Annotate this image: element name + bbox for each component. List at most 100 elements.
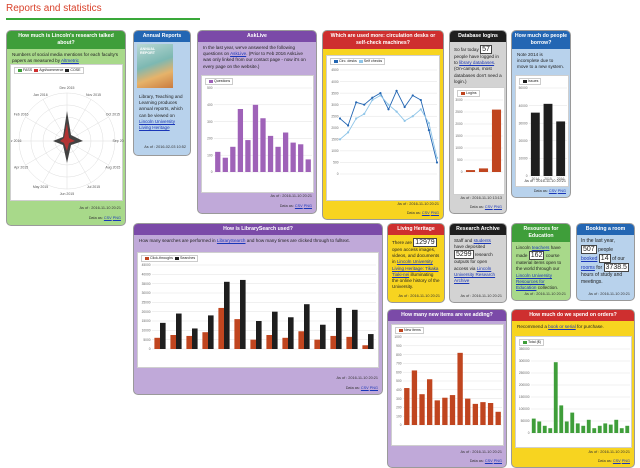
data-point xyxy=(387,108,390,111)
data-point xyxy=(403,105,406,109)
bar xyxy=(215,151,221,172)
bar xyxy=(305,159,311,172)
bar xyxy=(434,400,440,425)
radar-axis-label: Jun 2015 xyxy=(60,192,74,196)
bar xyxy=(267,135,274,172)
bar xyxy=(298,144,304,172)
bar xyxy=(495,411,501,425)
bar xyxy=(478,168,489,172)
rooms-link[interactable]: rooms xyxy=(581,264,595,271)
csv-link[interactable]: CSV xyxy=(484,458,493,463)
asklive-link[interactable]: AskLive xyxy=(230,51,247,57)
radar-series-agri xyxy=(60,123,75,151)
booked-link[interactable]: booked xyxy=(581,255,598,262)
items-source: Data as: CSV PNG xyxy=(470,459,502,464)
library-databases-link[interactable]: library databases xyxy=(459,60,495,66)
teachers-link[interactable]: teachers xyxy=(531,245,550,251)
items-card: How many new items are we adding? New it… xyxy=(387,309,507,468)
y-tick-label: 50000 xyxy=(519,86,528,90)
bar xyxy=(222,157,228,172)
annual-asof: As of : 2016-02-03 10:52 xyxy=(144,144,186,149)
grid: 4500 4000 3500 3000 2500 2000 1500 1000 500 0 xyxy=(331,68,437,176)
data-point xyxy=(371,98,374,102)
data-point xyxy=(395,89,398,92)
annual-card: Annual Reports ANNUAL REPORT Library, Te… xyxy=(133,30,191,156)
png-link[interactable]: PNG xyxy=(557,188,566,193)
png-link[interactable]: PNG xyxy=(493,204,502,209)
y-tick-label: 500 xyxy=(333,161,339,165)
csv-link[interactable]: CSV xyxy=(360,385,369,390)
png-link[interactable]: PNG xyxy=(303,203,312,208)
librarysearch-link[interactable]: LibrarySearch xyxy=(216,238,246,244)
bar xyxy=(250,339,256,349)
borrow-card: How much do people borrow? Note 2014 is … xyxy=(511,30,571,198)
y-tick-label: 700 xyxy=(396,362,402,366)
heritage-text-a: There are xyxy=(392,240,412,246)
png-link[interactable]: PNG xyxy=(493,458,502,463)
y-tick-label: 4500 xyxy=(331,68,338,72)
bar xyxy=(266,335,272,349)
data-point xyxy=(387,103,390,106)
csv-link[interactable]: CSV xyxy=(294,203,303,208)
rooms-count: 14 xyxy=(598,253,611,263)
asklive-source: Data as: CSV PNG xyxy=(280,204,312,209)
legend-cose: COSE xyxy=(70,68,81,72)
booking-text-d: for xyxy=(596,264,603,271)
y-tick-label: 150000 xyxy=(519,395,530,399)
csv-link[interactable]: CSV xyxy=(103,215,112,220)
book-serial-link[interactable]: book or serial xyxy=(548,324,576,330)
y-tick-label: 2500 xyxy=(331,114,338,118)
y-tick-label: 0 xyxy=(461,170,463,174)
research-card: How much is Lincoln's research talked ab… xyxy=(6,30,126,226)
y-tick-label: 250000 xyxy=(519,371,530,375)
csv-link[interactable]: CSV xyxy=(421,210,430,215)
csv-link[interactable]: CSV xyxy=(484,204,493,209)
y-tick-label: 300000 xyxy=(519,359,530,363)
radar-axis-label: Jan 2016 xyxy=(33,93,47,97)
bar xyxy=(449,395,456,425)
radar-axis-label: Nov 2015 xyxy=(86,93,101,97)
bar xyxy=(608,424,613,433)
asklive-asof: As of : 2016-11-10 20:21 xyxy=(270,193,312,198)
bar xyxy=(282,337,288,349)
source-prefix: Data as: xyxy=(533,188,548,193)
altmetric-link[interactable]: Altmetric xyxy=(61,58,79,64)
png-link[interactable]: PNG xyxy=(112,215,121,220)
education-card: Resources for Education Lincoln teachers… xyxy=(511,223,571,301)
annual-cover-image[interactable]: ANNUAL REPORT xyxy=(137,44,173,88)
source-prefix: Data as: xyxy=(88,215,103,220)
database-legend: Logins xyxy=(457,90,480,97)
bar xyxy=(581,425,586,433)
living-heritage-link[interactable]: Lincoln University Living Heritage xyxy=(139,118,175,130)
png-link[interactable]: PNG xyxy=(369,385,378,390)
research-asof: As of : 2016-11-10 20:21 xyxy=(79,205,121,210)
booking-title: Booking a room xyxy=(577,224,634,236)
students-link[interactable]: students xyxy=(473,238,491,244)
grid: 3000 2500 2000 1500 1000 500 0 xyxy=(455,98,503,174)
png-link[interactable]: PNG xyxy=(621,458,630,463)
archive-text-c: research outputs for open access via xyxy=(454,252,493,271)
csv-link[interactable]: CSV xyxy=(612,458,621,463)
csv-link[interactable]: CSV xyxy=(548,188,557,193)
archive-asof: As of : 2016-11-10 20:21 xyxy=(460,293,502,298)
education-collection-link[interactable]: Lincoln University Resources for Educati… xyxy=(516,272,552,290)
source-prefix: Data as: xyxy=(345,385,360,390)
bar xyxy=(625,425,630,433)
spend-description: Recommend a book or serial for purchase. xyxy=(512,321,634,333)
research-archive-link[interactable]: Lincoln University Research Archive xyxy=(454,265,496,283)
search-chart: Click-throughs Searches 45000 40000 35000 3… xyxy=(137,252,379,368)
y-tick-label: 100000 xyxy=(519,407,530,411)
data-point xyxy=(419,108,422,111)
bar xyxy=(559,405,564,433)
y-tick-label: 45000 xyxy=(142,263,151,267)
archive-title: Research Archive xyxy=(450,224,506,236)
png-link[interactable]: PNG xyxy=(430,210,439,215)
living-heritage-link[interactable]: Lincoln University Living Heritage: Tika… xyxy=(392,259,439,277)
bar xyxy=(275,146,281,172)
borrow-legend-label: Issues xyxy=(528,79,539,83)
booking-description: In the last year, 507 people booked 14 o… xyxy=(577,235,634,288)
y-tick-label: 3000 xyxy=(331,103,338,107)
y-tick-label: 0 xyxy=(149,347,151,351)
